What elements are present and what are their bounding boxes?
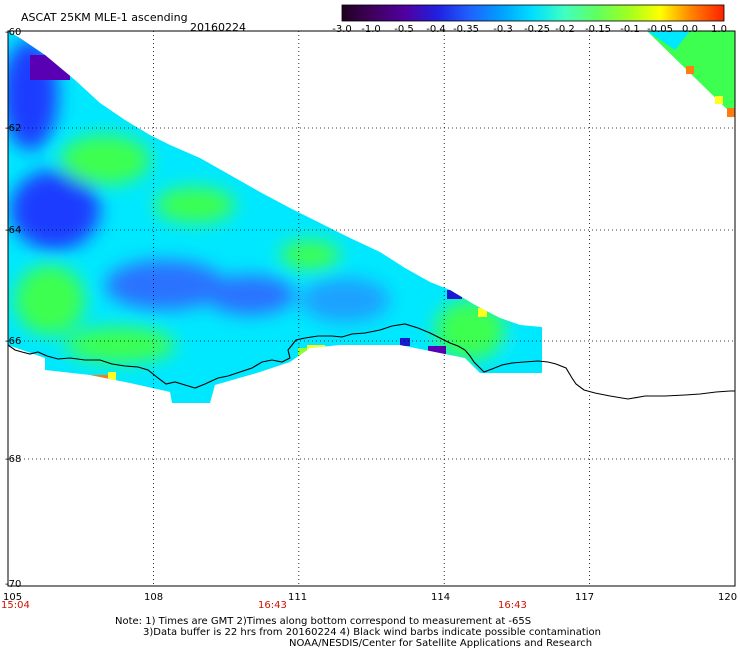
- field-cell: [715, 96, 723, 104]
- colorbar-label: -0.05: [647, 24, 673, 35]
- lon-label: 117: [575, 592, 595, 603]
- lat-label: -62: [5, 123, 22, 134]
- field-cell: [686, 66, 694, 74]
- colorbar-label: -0.5: [394, 24, 414, 35]
- field-blob: [15, 265, 85, 335]
- time-label: 15:04: [1, 600, 30, 611]
- colorbar-label: -0.3: [493, 24, 513, 35]
- field-blob: [60, 135, 150, 185]
- field-blob: [435, 300, 505, 360]
- field-blob: [155, 187, 235, 223]
- field-cell: [90, 375, 108, 385]
- colorbar-label: 0.0: [682, 24, 698, 35]
- lat-label: -70: [5, 579, 22, 590]
- lon-label: 111: [288, 592, 308, 603]
- field-blob: [205, 275, 295, 315]
- plot-date: 20160224: [190, 21, 246, 34]
- field-blob: [65, 327, 175, 363]
- field-cell: [400, 338, 410, 346]
- colorbar-label: -0.2: [555, 24, 575, 35]
- lon-label: 120: [718, 592, 738, 603]
- lat-label: -64: [5, 225, 22, 236]
- lon-label: 108: [144, 592, 164, 603]
- colorbar-label: 1.0: [711, 24, 727, 35]
- note-line-2: 3)Data buffer is 22 hrs from 20160224 4)…: [143, 627, 601, 638]
- colorbar-ramp: [341, 4, 725, 22]
- colorbar-label: -0.4: [426, 24, 446, 35]
- field-cell: [298, 348, 307, 356]
- plot-frame: [7, 30, 736, 587]
- field-cell: [478, 308, 487, 317]
- colorbar-label: -0.15: [585, 24, 611, 35]
- field-cell: [447, 290, 462, 299]
- lon-label: 114: [431, 592, 451, 603]
- lat-label: -68: [5, 454, 22, 465]
- colorbar-label: -3.0: [332, 24, 352, 35]
- field-blob: [300, 278, 390, 322]
- field-cell: [30, 55, 70, 80]
- time-label: 16:43: [258, 600, 287, 611]
- time-label: 16:43: [498, 600, 527, 611]
- field-blob: [105, 260, 225, 310]
- colorbar-label: -1.0: [361, 24, 381, 35]
- field-blob: [510, 340, 542, 370]
- field-blob: [280, 240, 340, 270]
- colorbar-label: -0.1: [620, 24, 640, 35]
- note-line-3: NOAA/NESDIS/Center for Satellite Applica…: [289, 638, 593, 649]
- note-line-1: Note: 1) Times are GMT 2)Times along bot…: [115, 616, 532, 627]
- lon-label: 105: [3, 592, 23, 603]
- field-cell: [108, 372, 116, 381]
- lat-label: -60: [5, 27, 22, 38]
- wind-swath: [8, 31, 542, 403]
- lat-label: -66: [5, 336, 22, 347]
- coastline: [7, 323, 735, 400]
- colorbar-label: -0.25: [524, 24, 550, 35]
- wind-swath-corner: [647, 31, 735, 117]
- colorbar: [341, 4, 725, 22]
- field-cell: [428, 346, 446, 355]
- field-cell: [727, 108, 735, 117]
- colorbar-label: -0.35: [453, 24, 479, 35]
- field-cell: [307, 345, 325, 355]
- plot-title: ASCAT 25KM MLE-1 ascending: [21, 11, 188, 24]
